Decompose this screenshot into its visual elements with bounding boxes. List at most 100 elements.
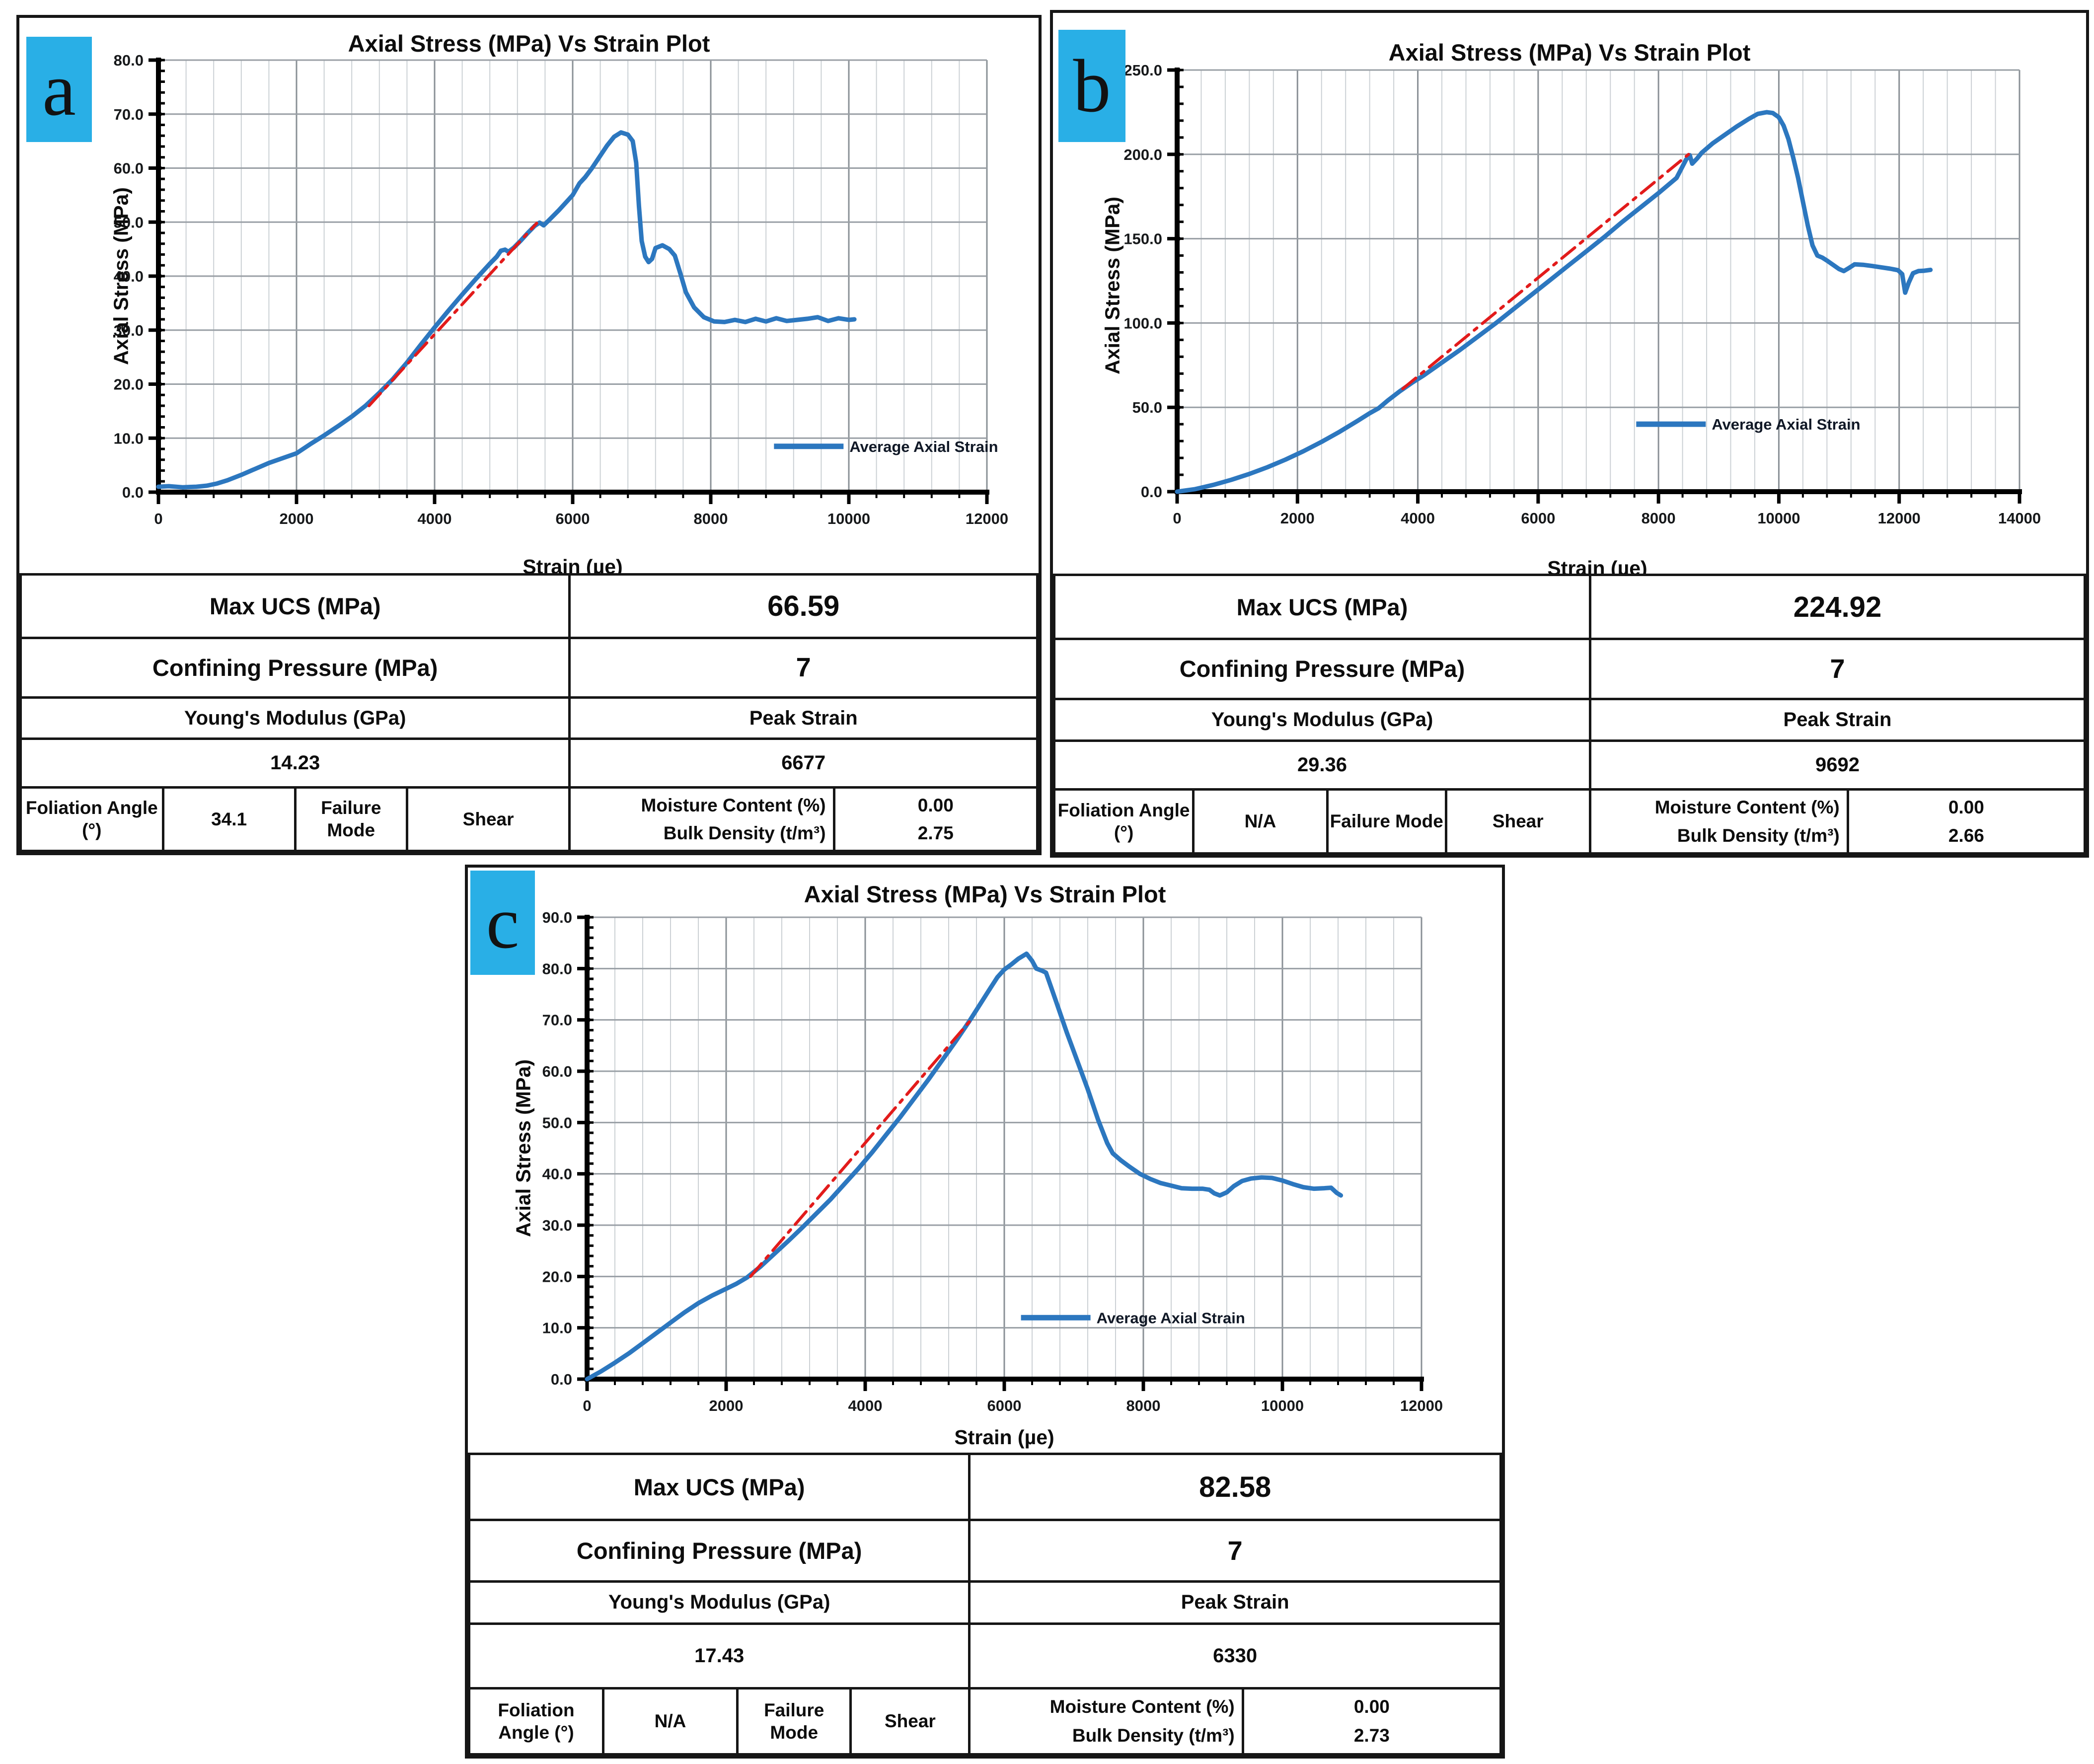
- foliation-angle-label: Foliation Angle (°): [468, 1687, 604, 1756]
- confining-pressure-label: Confining Pressure (MPa): [467, 1519, 971, 1583]
- y-tick-label: 20.0: [114, 376, 144, 393]
- confining-pressure-value: 7: [968, 1519, 1502, 1583]
- x-tick-label: 12000: [966, 510, 1008, 527]
- table-row: 17.43 6330: [467, 1622, 1502, 1690]
- x-axis-title: Strain (µe): [1547, 557, 1647, 574]
- y-tick-label: 80.0: [542, 960, 572, 977]
- y-tick-label: 60.0: [542, 1063, 572, 1080]
- x-tick-label: 10000: [1261, 1397, 1304, 1414]
- moisture-bulk-labels: Moisture Content (%) Bulk Density (t/m³): [568, 786, 835, 853]
- table-row: Foliation Angle (°) N/A Failure Mode She…: [468, 1687, 1502, 1756]
- stress-strain-chart-b: 0.0 50.0 100.0 150.0 200.0 250.0 0 2000 4000 6000…: [1123, 62, 2041, 527]
- max-ucs-value: 82.58: [968, 1452, 1502, 1522]
- max-ucs-label: Max UCS (MPa): [467, 1452, 971, 1522]
- bulk-density-label: Bulk Density (t/m³): [663, 822, 826, 843]
- confining-pressure-label: Confining Pressure (MPa): [1053, 638, 1591, 700]
- x-tick-label: 0: [154, 510, 162, 527]
- panel-letter-badge: c: [470, 871, 535, 975]
- x-tick-label: 8000: [1642, 510, 1676, 527]
- y-tick-label: 70.0: [114, 106, 144, 123]
- x-axis-title: Strain (µe): [954, 1426, 1054, 1449]
- peak-strain-value: 6677: [568, 737, 1039, 789]
- table-row: Confining Pressure (MPa) 7: [467, 1519, 1502, 1583]
- table-row: 29.36 9692: [1053, 739, 2086, 791]
- panel-letter-badge: b: [1058, 30, 1125, 142]
- peak-strain-label: Peak Strain: [968, 1580, 1502, 1625]
- table-row: Confining Pressure (MPa) 7: [1053, 638, 2086, 700]
- x-axis-title: Strain (µe): [523, 555, 623, 573]
- stress-strain-chart-c: 0.0 10.0 20.0 30.0 40.0 50.0 60.0 70.0 80.0 90.0 0…: [542, 909, 1443, 1414]
- moisture-content-label: Moisture Content (%): [641, 795, 826, 815]
- y-tick-label: 50.0: [1132, 399, 1162, 416]
- moisture-bulk-values: 0.00 2.75: [832, 786, 1039, 853]
- panel-a-chart-region: a Axial Stress (MPa) Vs Strain Plot Axia…: [19, 18, 1039, 573]
- y-tick-label: 30.0: [542, 1217, 572, 1234]
- failure-mode-label: Failure Mode: [736, 1687, 852, 1756]
- y-tick-label: 40.0: [542, 1166, 572, 1183]
- y-tick-label: 50.0: [114, 214, 144, 231]
- legend-label: Average Axial Strain: [1712, 416, 1860, 433]
- results-table-a: Max UCS (MPa) 66.59 Confining Pressure (…: [19, 573, 1039, 853]
- x-tick-label: 12000: [1878, 510, 1921, 527]
- legend-label: Average Axial Strain: [1097, 1309, 1245, 1326]
- y-tick-label: 90.0: [542, 909, 572, 926]
- chart-title: Axial Stress (MPa) Vs Strain Plot: [804, 881, 1166, 907]
- moisture-bulk-labels: Moisture Content (%) Bulk Density (t/m³): [1589, 788, 1849, 855]
- confining-pressure-value: 7: [568, 637, 1039, 699]
- table-row: 14.23 6677: [19, 737, 1039, 789]
- peak-strain-label: Peak Strain: [1589, 697, 2086, 742]
- panel-letter: b: [1073, 44, 1111, 128]
- youngs-modulus-label: Young's Modulus (GPa): [19, 696, 571, 740]
- x-tick-label: 0: [583, 1397, 591, 1414]
- failure-mode-value: Shear: [1444, 788, 1591, 855]
- table-row: Confining Pressure (MPa) 7: [19, 637, 1039, 699]
- average-axial-strain-curve: [1175, 110, 1933, 494]
- y-tick-label: 150.0: [1123, 230, 1162, 248]
- failure-mode-label: Failure Mode: [1326, 788, 1447, 855]
- y-tick-label: 50.0: [542, 1114, 572, 1131]
- y-tick-label: 0.0: [1141, 483, 1162, 501]
- confining-pressure-value: 7: [1589, 638, 2086, 700]
- moisture-content-label: Moisture Content (%): [1654, 797, 1840, 818]
- x-tick-label: 6000: [987, 1397, 1022, 1414]
- moisture-content-value: 0.00: [1948, 797, 1984, 818]
- x-tick-label: 8000: [1126, 1397, 1161, 1414]
- x-tick-label: 6000: [1521, 510, 1555, 527]
- panel-letter: c: [486, 882, 520, 964]
- bulk-density-value: 2.75: [917, 822, 954, 843]
- youngs-modulus-fit-line: [1401, 152, 1690, 390]
- x-tick-label: 2000: [709, 1397, 744, 1414]
- y-tick-label: 0.0: [551, 1371, 572, 1388]
- peak-strain-value: 6330: [968, 1622, 1502, 1690]
- panel-c: c Axial Stress (MPa) Vs Strain Plot Axia…: [465, 865, 1505, 1759]
- x-tick-label: 2000: [280, 510, 314, 527]
- panel-c-chart-region: c Axial Stress (MPa) Vs Strain Plot Axia…: [468, 868, 1502, 1453]
- peak-strain-label: Peak Strain: [568, 696, 1039, 740]
- y-tick-label: 0.0: [122, 484, 144, 501]
- y-tick-label: 60.0: [114, 160, 144, 177]
- failure-mode-label: Failure Mode: [294, 786, 408, 853]
- y-tick-label: 70.0: [542, 1012, 572, 1029]
- legend-label: Average Axial Strain: [849, 438, 998, 455]
- table-row: Young's Modulus (GPa) Peak Strain: [19, 696, 1039, 740]
- youngs-modulus-value: 29.36: [1053, 739, 1591, 791]
- confining-pressure-label: Confining Pressure (MPa): [19, 637, 571, 699]
- moisture-content-value: 0.00: [917, 795, 954, 815]
- panel-a: a Axial Stress (MPa) Vs Strain Plot Axia…: [16, 15, 1042, 855]
- moisture-bulk-values: 0.00 2.66: [1846, 788, 2087, 855]
- max-ucs-label: Max UCS (MPa): [19, 573, 571, 640]
- table-row: Young's Modulus (GPa) Peak Strain: [1053, 697, 2086, 742]
- y-tick-label: 40.0: [114, 268, 144, 285]
- foliation-angle-value: 34.1: [161, 786, 297, 853]
- max-ucs-label: Max UCS (MPa): [1053, 573, 1591, 641]
- stress-strain-chart-a: 0.0 10.0 20.0 30.0 40.0 50.0 60.0 70.0 80.0 0 2000…: [114, 52, 1008, 527]
- max-ucs-value: 224.92: [1589, 573, 2086, 641]
- table-row: Foliation Angle (°) N/A Failure Mode She…: [1052, 788, 2087, 855]
- results-table-c: Max UCS (MPa) 82.58 Confining Pressure (…: [467, 1452, 1502, 1756]
- y-axis-title: Axial Stress (MPa): [512, 1059, 535, 1237]
- failure-mode-value: Shear: [405, 786, 571, 853]
- y-tick-label: 80.0: [114, 52, 144, 69]
- panel-b-chart-region: b Axial Stress (MPa) Vs Strain Plot Axia…: [1053, 13, 2086, 574]
- y-tick-label: 20.0: [542, 1268, 572, 1285]
